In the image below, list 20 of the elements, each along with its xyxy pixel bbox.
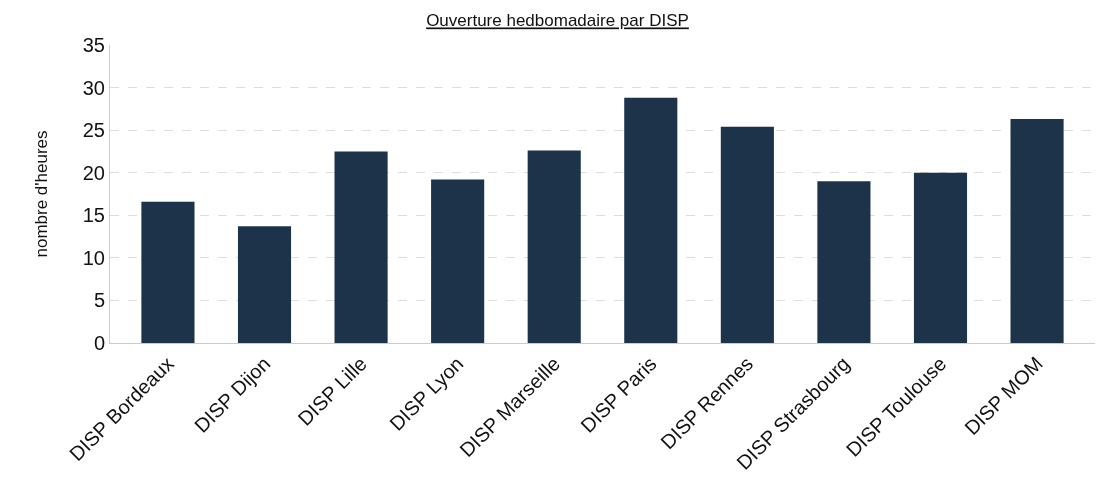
y-tick-label: 35 — [82, 34, 105, 56]
y-tick-label: 20 — [82, 161, 105, 184]
bar — [237, 226, 292, 343]
bar — [624, 97, 678, 343]
y-tick-label: 30 — [82, 76, 105, 99]
chart-title: Ouverture hedbomadaire par DISP — [426, 11, 689, 31]
bar — [720, 126, 774, 343]
y-tick-label: 10 — [82, 246, 105, 269]
y-tick-label: 25 — [82, 119, 105, 142]
y-tick-label: 0 — [93, 332, 105, 354]
bar — [334, 151, 388, 343]
y-axis-title: nombre d'heures — [32, 130, 52, 258]
bar — [141, 201, 195, 343]
bar — [527, 150, 581, 343]
bar — [817, 181, 871, 343]
y-tick-label: 15 — [82, 204, 105, 227]
bar — [913, 172, 968, 343]
y-tick-label: 5 — [93, 289, 105, 312]
bar — [431, 179, 485, 343]
bar — [1010, 119, 1064, 343]
